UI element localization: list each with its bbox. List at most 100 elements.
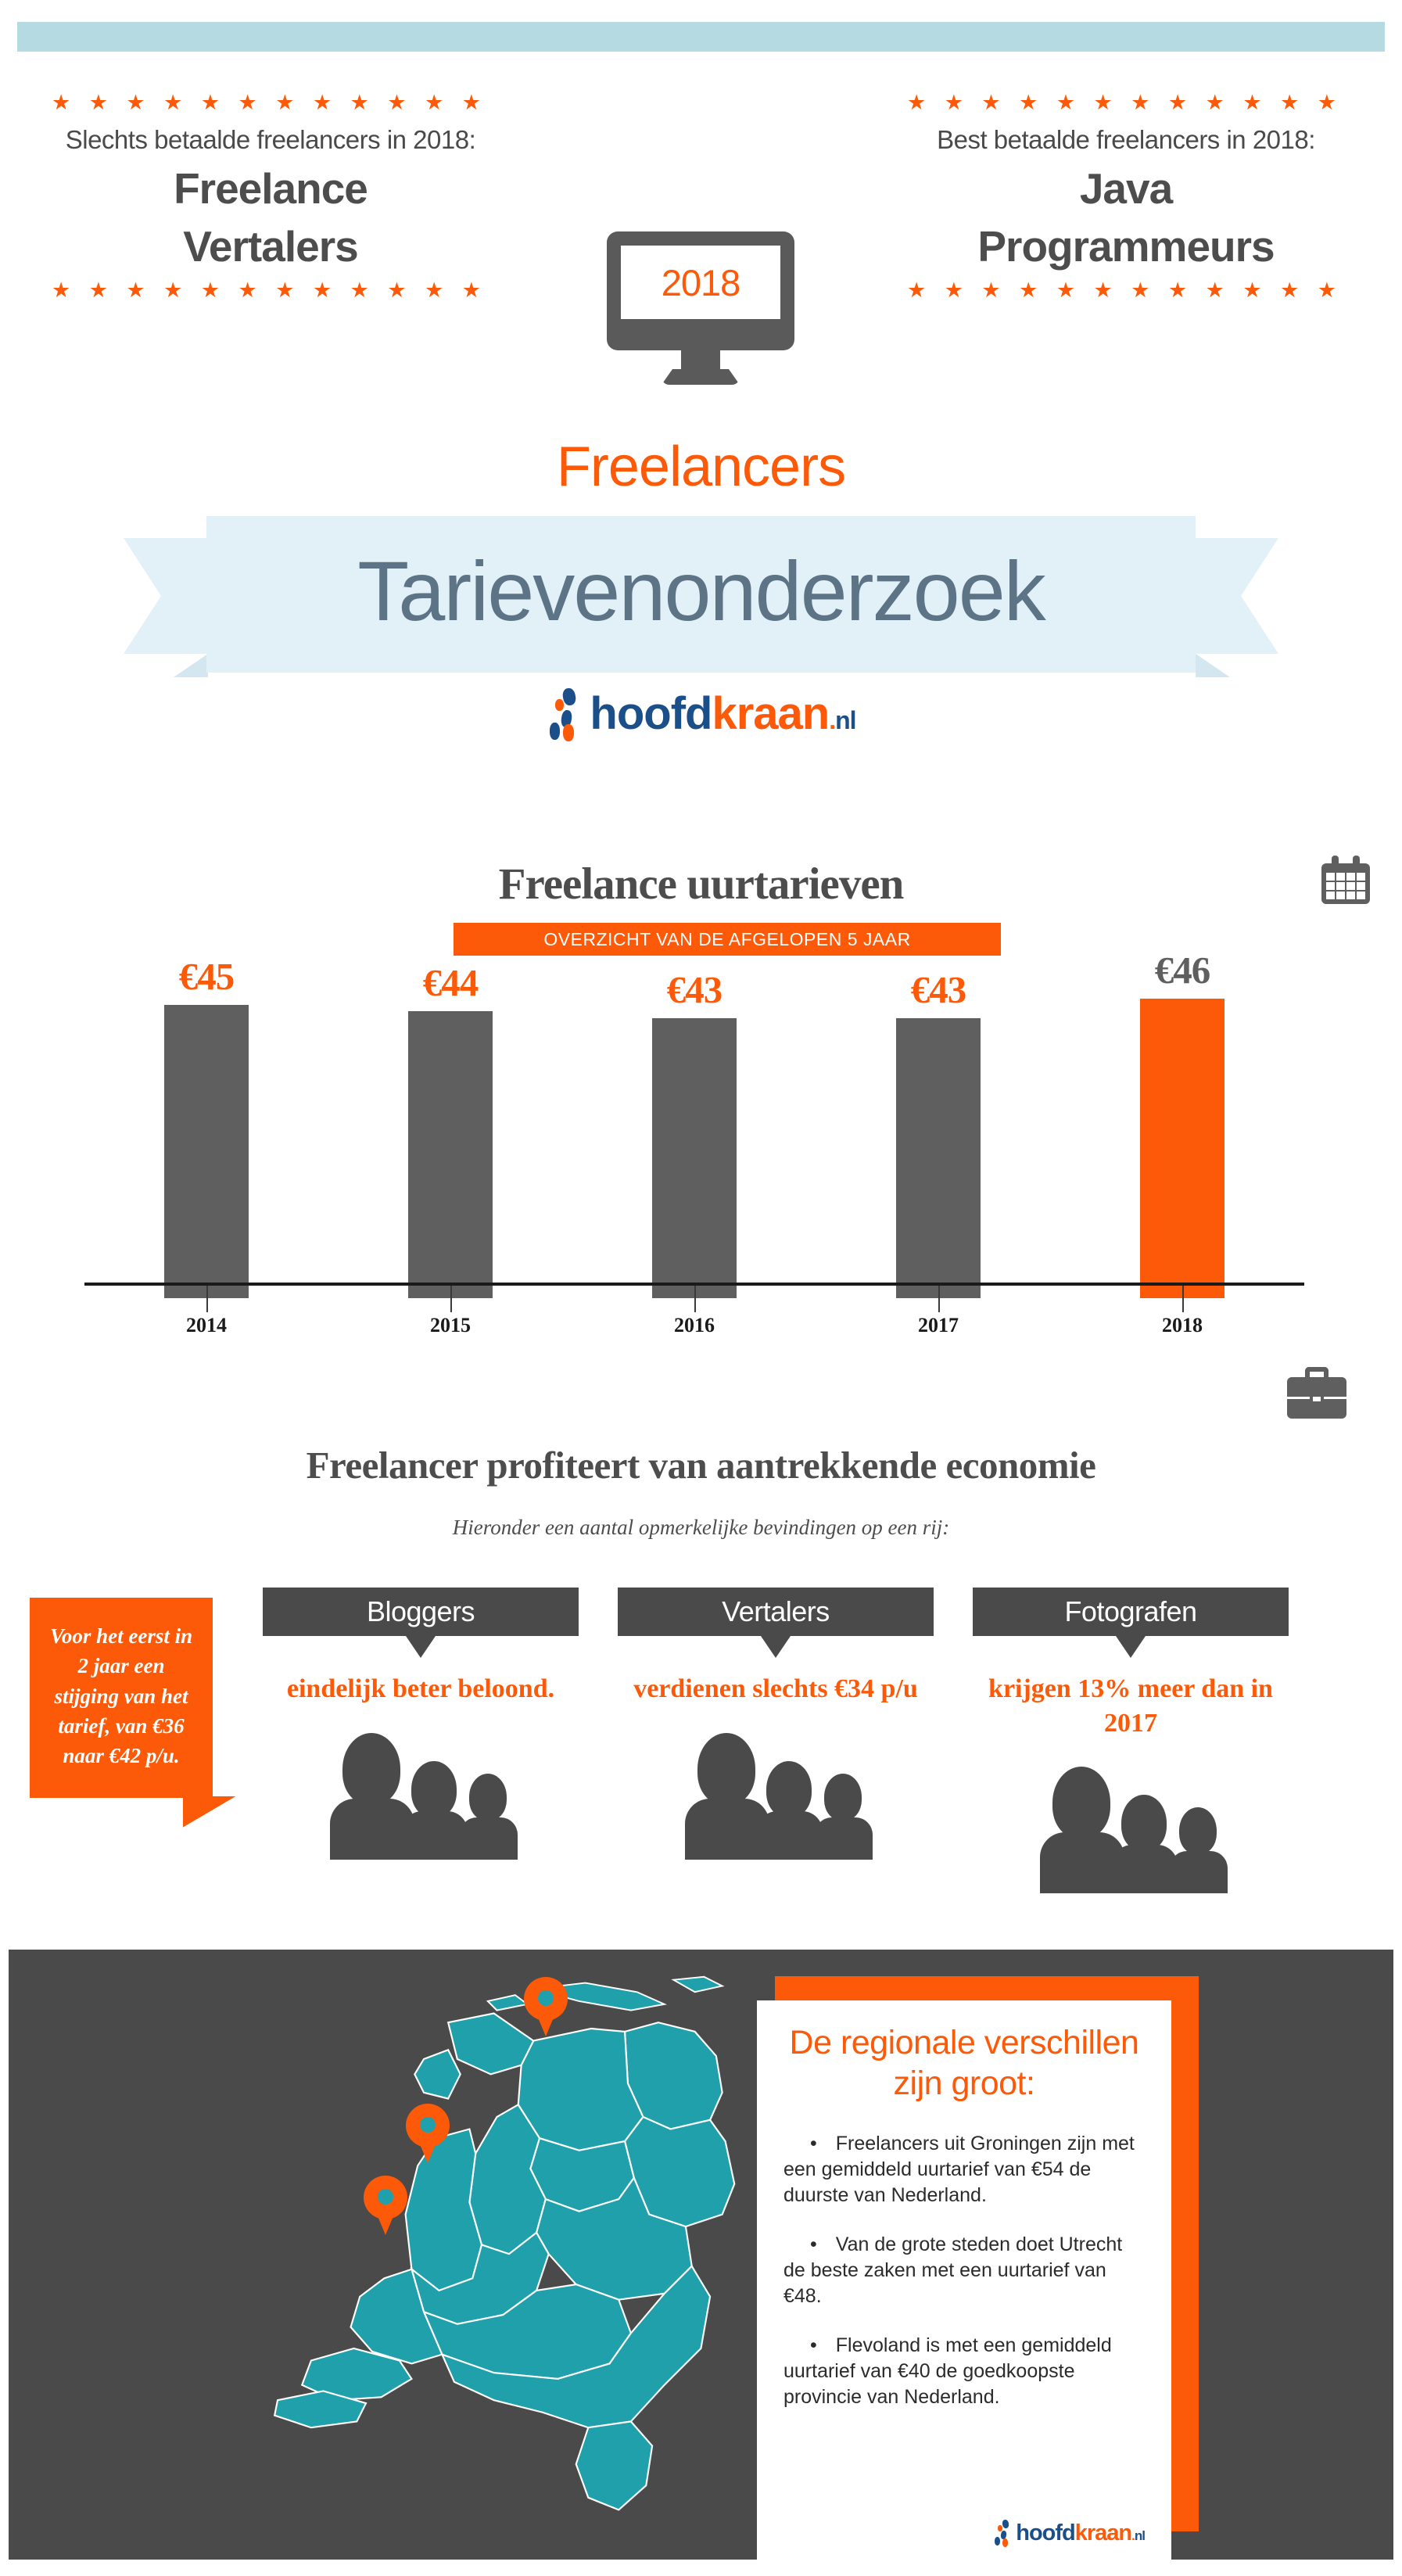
person-body-icon bbox=[685, 1798, 769, 1860]
bullet-icon: • bbox=[810, 2132, 817, 2154]
panel-brand-logo[interactable]: hoofdkraan.nl bbox=[993, 2519, 1146, 2547]
panel-logo-tld-dot: . bbox=[1131, 2528, 1135, 2543]
map-pin-utrecht[interactable] bbox=[364, 2176, 407, 2235]
people-group-icon bbox=[1006, 1767, 1256, 1894]
header-right-subtitle: Best betaalde freelancers in 2018: bbox=[937, 125, 1315, 154]
monitor-screen: 2018 bbox=[621, 246, 780, 319]
ribbon-tail-left bbox=[124, 538, 217, 654]
monitor-icon: 2018 bbox=[607, 231, 794, 396]
stars-row-top-right: ★ ★ ★ ★ ★ ★ ★ ★ ★ ★ ★ ★ ★ ★ ★ ★ ★ bbox=[907, 92, 1345, 114]
section-heading-economy: Freelancer profiteert van aantrekkende e… bbox=[306, 1444, 1096, 1487]
panel-logo-part-hoofd: hoofd bbox=[1016, 2520, 1076, 2546]
region-panel-title-line2: zijn groot: bbox=[893, 2065, 1035, 2103]
person-head-icon bbox=[411, 1760, 457, 1817]
axis-label-2015: 2015 bbox=[430, 1314, 471, 1336]
stars-row-top-left: ★ ★ ★ ★ ★ ★ ★ ★ ★ ★ ★ ★ ★ ★ ★ ★ ★ bbox=[52, 92, 489, 114]
logo-wordmark: hoofdkraan.nl bbox=[590, 688, 856, 739]
ribbon-banner: Tarievenonderzoek bbox=[0, 516, 1402, 680]
top-accent-bar bbox=[17, 22, 1385, 52]
header-left-title-line1: Freelance bbox=[174, 164, 368, 213]
bar-2015 bbox=[408, 1011, 493, 1298]
orange-callout-text: Voor het eerst in 2 jaar een stijging va… bbox=[49, 1624, 193, 1768]
bar-value-label: €43 bbox=[910, 968, 967, 1011]
person-head-icon bbox=[1052, 1767, 1110, 1839]
persona-card-text: krijgen 13% meer dan in 2017 bbox=[988, 1674, 1273, 1738]
region-bullet-item: • Freelancers uit Groningen zijn met een … bbox=[783, 2131, 1145, 2208]
person-body-icon bbox=[460, 1817, 518, 1860]
bar-2014 bbox=[164, 1005, 249, 1298]
bar-value-label: €43 bbox=[666, 968, 723, 1011]
section-subheading-economy: Hieronder een aantal opmerkelijke bevind… bbox=[452, 1516, 950, 1539]
logo-netherlands-mark-icon bbox=[546, 687, 585, 741]
logo-part-kraan: kraan bbox=[712, 688, 830, 739]
person-body-icon bbox=[1170, 1851, 1228, 1894]
panel-logo-part-kraan: kraan bbox=[1074, 2520, 1132, 2546]
persona-card-pointer bbox=[406, 1636, 436, 1658]
calendar-icon bbox=[1321, 856, 1370, 904]
bar-2017 bbox=[896, 1018, 981, 1298]
freelancers-word: Freelancers bbox=[556, 436, 846, 498]
person-body-icon bbox=[815, 1817, 873, 1860]
map-pin-groningen[interactable] bbox=[524, 1977, 568, 2036]
bar-value-label: €46 bbox=[1154, 949, 1211, 992]
person-head-icon bbox=[697, 1732, 755, 1805]
people-group-icon bbox=[651, 1732, 901, 1860]
panel-logo-mark-icon bbox=[993, 2519, 1013, 2547]
briefcase-icon bbox=[1287, 1367, 1346, 1419]
person-head-icon bbox=[1179, 1807, 1217, 1855]
bar-value-label: €45 bbox=[178, 955, 235, 998]
logo-tld: nl bbox=[835, 706, 856, 734]
chart-title: Freelance uurtarieven bbox=[498, 859, 905, 909]
header-right-title-line1: Java bbox=[1079, 164, 1173, 213]
axis-tick bbox=[1182, 1286, 1184, 1312]
axis-label-2016: 2016 bbox=[674, 1314, 715, 1336]
chart-subtitle-badge: OVERZICHT VAN DE AFGELOPEN 5 JAAR bbox=[454, 923, 1001, 956]
axis-tick bbox=[450, 1286, 452, 1312]
stars-row-bottom-left: ★ ★ ★ ★ ★ ★ ★ ★ ★ ★ ★ ★ ★ ★ ★ ★ ★ bbox=[52, 280, 489, 303]
map-pin-flevoland[interactable] bbox=[406, 2104, 450, 2163]
region-bullet-text: Van de grote steden doet Utrecht de best… bbox=[783, 2233, 1123, 2307]
bullet-icon: • bbox=[810, 2233, 817, 2255]
panel-logo-tld: nl bbox=[1134, 2528, 1146, 2543]
person-body-icon bbox=[757, 1810, 823, 1860]
persona-card-pointer bbox=[1116, 1636, 1146, 1658]
region-bullet-item: • Van de grote steden doet Utrecht de bes… bbox=[783, 2232, 1145, 2309]
person-body-icon bbox=[330, 1798, 414, 1860]
axis-label-2018: 2018 bbox=[1162, 1314, 1203, 1336]
callout-tail bbox=[183, 1796, 236, 1828]
orange-callout: Voor het eerst in 2 jaar een stijging va… bbox=[30, 1598, 236, 1828]
logo-part-hoofd: hoofd bbox=[590, 688, 712, 739]
person-head-icon bbox=[766, 1760, 812, 1817]
person-body-icon bbox=[1040, 1832, 1124, 1894]
ribbon-fold-left bbox=[174, 654, 208, 677]
region-panel: De regionale verschillen zijn groot: • Fr… bbox=[757, 2000, 1171, 2560]
header-left-title-line2: Vertalers bbox=[183, 222, 358, 271]
monitor-foot bbox=[662, 369, 740, 385]
bar-2016 bbox=[652, 1018, 737, 1298]
persona-card-title: Vertalers bbox=[618, 1588, 934, 1636]
axis-label-2017: 2017 bbox=[918, 1314, 959, 1336]
bar-2018 bbox=[1140, 999, 1225, 1298]
bar-value-label: €44 bbox=[422, 961, 479, 1004]
ribbon-body bbox=[206, 516, 1196, 673]
persona-card-title: Fotografen bbox=[973, 1588, 1289, 1636]
person-body-icon bbox=[1112, 1845, 1178, 1894]
monitor-year-label: 2018 bbox=[661, 261, 741, 303]
stars-row-bottom-right: ★ ★ ★ ★ ★ ★ ★ ★ ★ ★ ★ ★ ★ ★ ★ ★ ★ bbox=[907, 280, 1345, 303]
chart-x-axis bbox=[84, 1283, 1304, 1286]
netherlands-map bbox=[273, 1975, 736, 2511]
persona-card-title: Bloggers bbox=[263, 1588, 579, 1636]
header-column-left: ★ ★ ★ ★ ★ ★ ★ ★ ★ ★ ★ ★ ★ ★ ★ ★ ★ Slecht… bbox=[52, 92, 489, 303]
person-head-icon bbox=[824, 1773, 862, 1821]
bullet-icon: • bbox=[810, 2334, 817, 2356]
persona-card-pointer bbox=[761, 1636, 791, 1658]
person-head-icon bbox=[342, 1732, 400, 1805]
bar-chart: €45 €44 €43 €43 €46 bbox=[84, 949, 1304, 1298]
ribbon-tail-right bbox=[1185, 538, 1278, 654]
brand-logo[interactable]: hoofdkraan.nl bbox=[0, 687, 1402, 744]
region-bullet-text: Flevoland is met een gemiddeld uurtarief… bbox=[783, 2334, 1112, 2408]
ribbon-fold-right bbox=[1196, 654, 1230, 677]
page-title: Tarievenonderzoek bbox=[357, 544, 1046, 638]
people-group-icon bbox=[296, 1732, 546, 1860]
